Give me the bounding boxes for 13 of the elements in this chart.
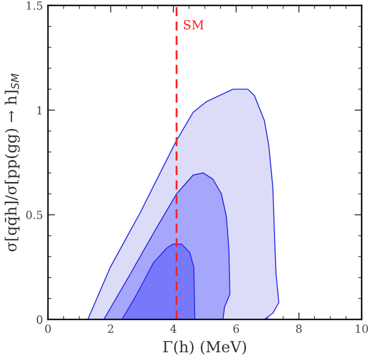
y-tick-label: 0 <box>36 315 42 324</box>
x-tick-label: 0 <box>45 324 51 333</box>
ref-line-label: SM <box>184 20 204 30</box>
y-tick-label: 1.5 <box>26 1 42 10</box>
x-tick-label: 2 <box>108 324 114 333</box>
x-axis-title: Γ(h) (MeV) <box>163 340 246 355</box>
x-tick-label: 10 <box>356 324 368 333</box>
y-axis-title: σ[qq̄h]/σ[pp(gg) → h]$_{SM}$ <box>4 74 20 252</box>
y-tick-label: 1 <box>37 106 42 114</box>
y-tick-label: 0.5 <box>26 210 42 220</box>
x-tick-label: 8 <box>296 324 302 333</box>
x-tick-label: 6 <box>233 324 239 333</box>
x-tick-label: 4 <box>170 324 176 333</box>
